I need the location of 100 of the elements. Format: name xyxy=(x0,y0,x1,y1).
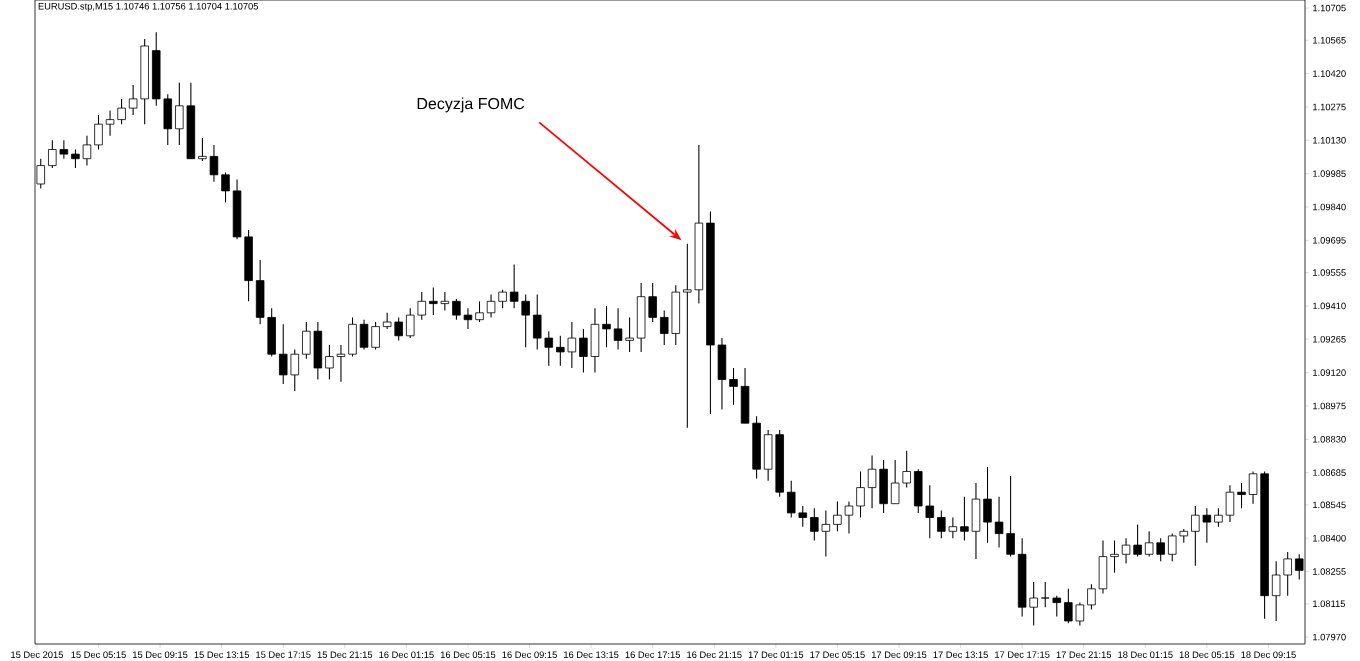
candlestick xyxy=(417,291,427,321)
candlestick xyxy=(175,82,184,146)
y-tick-label: 1.08255 xyxy=(1313,568,1346,575)
candlestick xyxy=(475,300,484,323)
candlestick xyxy=(937,510,946,539)
y-tick-label: 1.08975 xyxy=(1313,402,1346,410)
candlestick xyxy=(302,321,311,360)
candlestick xyxy=(1167,533,1177,562)
candlestick xyxy=(1144,530,1154,558)
y-tick-label: 1.09120 xyxy=(1313,369,1346,376)
candlestick xyxy=(659,309,669,346)
candlestick xyxy=(983,466,992,544)
chart-title: EURUSD.stp,M15 1.10746 1.10756 1.10704 1.10705 xyxy=(38,2,259,12)
annotation: Decyzja FOMC xyxy=(417,97,525,113)
candlestick xyxy=(105,109,115,137)
candlestick xyxy=(544,330,554,367)
candlestick xyxy=(786,480,796,519)
candlestick xyxy=(1133,523,1142,558)
candlestick xyxy=(1202,507,1212,544)
candlestick xyxy=(463,307,473,330)
candlestick xyxy=(71,148,80,169)
candlestick xyxy=(556,335,565,367)
candlestick xyxy=(648,282,657,323)
y-tick-label: 1.10565 xyxy=(1313,36,1346,44)
candlestick xyxy=(1191,505,1200,567)
candlestick xyxy=(532,293,542,351)
x-tick-label: 17 Dec 05:15 xyxy=(810,651,865,658)
y-tick-label: 1.08400 xyxy=(1313,534,1346,542)
y-tick-label: 1.09840 xyxy=(1313,203,1346,211)
candlestick xyxy=(602,305,611,348)
candlestick xyxy=(925,484,935,539)
candlestick xyxy=(371,321,380,351)
x-tick-label: 16 Dec 17:15 xyxy=(625,651,681,658)
candlestick xyxy=(833,500,842,532)
candlestick xyxy=(198,137,207,162)
y-tick-label: 1.08545 xyxy=(1313,501,1346,509)
y-tick-label: 1.08685 xyxy=(1313,469,1346,476)
candlestick xyxy=(994,496,1004,548)
candlestick xyxy=(405,307,415,339)
candlestick xyxy=(1040,581,1050,608)
candlestick xyxy=(452,298,461,321)
candlestick xyxy=(128,84,138,116)
candlestick xyxy=(890,459,900,505)
x-tick-label: 15 Dec 2015 xyxy=(11,651,63,658)
candlestick xyxy=(798,505,808,528)
candlestick xyxy=(1110,539,1119,574)
candlestick xyxy=(579,328,588,374)
x-tick-label: 16 Dec 01:15 xyxy=(379,651,434,658)
candlestick xyxy=(117,98,126,125)
candlestick xyxy=(486,293,496,318)
y-tick-label: 1.09410 xyxy=(1313,302,1346,310)
candlestick xyxy=(1214,507,1223,528)
candlestick xyxy=(325,344,334,381)
candlestick xyxy=(382,312,392,330)
y-tick-label: 1.08115 xyxy=(1313,600,1346,608)
candlestick xyxy=(1006,475,1015,558)
candlestick xyxy=(567,321,577,369)
candlestick xyxy=(948,516,958,539)
x-tick-label: 17 Dec 21:15 xyxy=(1056,651,1112,658)
y-tick-label: 1.09555 xyxy=(1313,269,1346,276)
candlestick xyxy=(221,171,230,203)
candlestick xyxy=(359,319,369,351)
x-tick-label: 16 Dec 09:15 xyxy=(502,651,557,658)
x-tick-label: 15 Dec 13:15 xyxy=(194,651,249,658)
y-tick-label: 1.09265 xyxy=(1313,335,1346,343)
candlestick xyxy=(82,135,92,167)
candlestick xyxy=(498,289,507,309)
candlestick xyxy=(1271,560,1281,622)
candlestick xyxy=(1121,537,1131,565)
x-tick-label: 18 Dec 01:15 xyxy=(1118,651,1173,658)
y-tick-label: 1.10420 xyxy=(1313,70,1346,77)
y-tick-label: 1.10275 xyxy=(1313,103,1346,111)
y-tick-label: 1.09985 xyxy=(1313,170,1346,177)
y-tick-label: 1.10705 xyxy=(1313,4,1346,12)
candlestick xyxy=(1225,484,1235,523)
x-tick-label: 17 Dec 17:15 xyxy=(995,651,1050,658)
candlestick xyxy=(902,450,911,489)
candlestick xyxy=(1156,537,1165,562)
candlestick xyxy=(1029,581,1038,627)
candlestick xyxy=(856,470,865,519)
x-tick-label: 16 Dec 05:15 xyxy=(440,651,496,658)
candlestick xyxy=(48,139,57,169)
candlestick xyxy=(960,496,969,542)
candlestick xyxy=(336,344,346,383)
candlestick xyxy=(1064,588,1073,624)
x-tick-label: 15 Dec 21:15 xyxy=(317,651,373,658)
candlestick xyxy=(613,307,623,351)
candlestick xyxy=(683,243,692,429)
candlestick xyxy=(59,139,69,160)
candlestick xyxy=(821,510,831,558)
candlestick xyxy=(844,500,854,535)
candlestick xyxy=(290,349,300,392)
candlestick xyxy=(429,286,438,316)
candlestick xyxy=(209,144,219,183)
candlestick xyxy=(810,507,819,542)
x-tick-label: 16 Dec 21:15 xyxy=(687,651,742,658)
x-tick-label: 17 Dec 09:15 xyxy=(871,651,927,658)
x-tick-label: 17 Dec 13:15 xyxy=(933,651,988,658)
candlestick xyxy=(509,263,519,309)
x-tick-label: 15 Dec 17:15 xyxy=(256,651,311,658)
